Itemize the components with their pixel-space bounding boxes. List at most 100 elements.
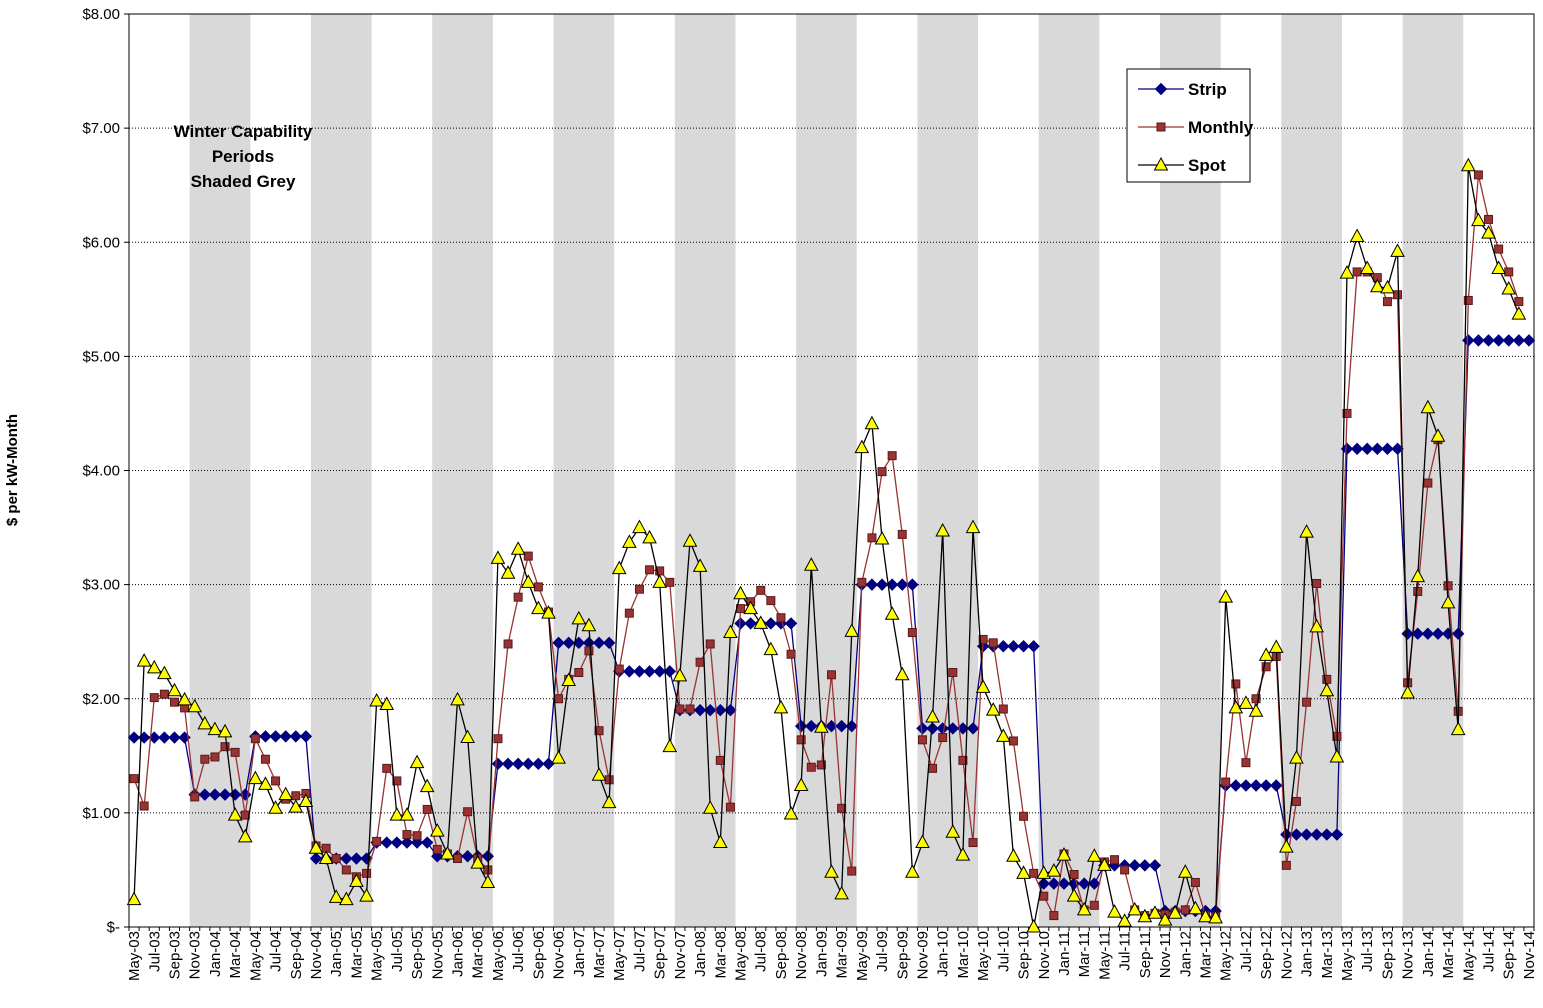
point-spot bbox=[1076, 901, 1092, 916]
point-monthly bbox=[958, 755, 968, 765]
point-monthly bbox=[169, 697, 179, 707]
series-lines bbox=[126, 157, 1536, 933]
point-strip bbox=[653, 665, 666, 678]
point-monthly bbox=[685, 704, 695, 714]
point-strip bbox=[542, 757, 555, 771]
point-monthly bbox=[372, 836, 382, 846]
point-strip bbox=[1239, 779, 1253, 792]
point-spot bbox=[985, 702, 1001, 716]
point-strip bbox=[1047, 877, 1061, 890]
point-spot bbox=[318, 850, 334, 865]
x-tick-label: Nov-07 bbox=[672, 931, 689, 979]
point-monthly bbox=[897, 529, 907, 539]
x-tick-label: Jan-09 bbox=[813, 931, 830, 977]
point-monthly bbox=[1180, 905, 1190, 915]
point-spot bbox=[146, 659, 162, 674]
point-spot bbox=[399, 807, 415, 821]
point-spot bbox=[581, 617, 597, 632]
point-strip bbox=[602, 636, 616, 650]
point-strip bbox=[1451, 627, 1465, 640]
point-spot bbox=[248, 770, 263, 785]
point-monthly bbox=[1423, 478, 1433, 488]
point-strip bbox=[1148, 859, 1162, 872]
point-spot bbox=[834, 885, 849, 900]
point-spot bbox=[1491, 260, 1506, 274]
point-monthly bbox=[230, 747, 240, 757]
x-tick-label: Jan-14 bbox=[1420, 931, 1437, 977]
point-monthly bbox=[129, 774, 139, 784]
point-spot bbox=[1501, 280, 1517, 295]
point-strip bbox=[1259, 779, 1273, 792]
point-strip bbox=[552, 636, 565, 650]
point-strip bbox=[1017, 640, 1030, 653]
point-spot bbox=[1117, 913, 1132, 927]
point-spot bbox=[1188, 900, 1203, 915]
point-spot bbox=[369, 692, 384, 707]
x-tick-label: Sep-04 bbox=[288, 931, 305, 979]
x-tick-label: May-14 bbox=[1460, 931, 1477, 981]
y-tick-label: $4.00 bbox=[82, 463, 120, 480]
point-spot bbox=[298, 793, 314, 807]
point-spot bbox=[682, 533, 698, 547]
point-strip bbox=[623, 665, 636, 678]
x-tick-label: May-09 bbox=[854, 931, 871, 981]
point-spot bbox=[1157, 912, 1173, 926]
x-tick-label: Mar-04 bbox=[227, 931, 244, 979]
x-tick-label: Jul-08 bbox=[753, 931, 770, 972]
x-tick-label: Mar-14 bbox=[1440, 931, 1457, 979]
x-tick-label: Mar-10 bbox=[955, 931, 972, 979]
point-monthly bbox=[806, 762, 816, 772]
point-spot bbox=[338, 891, 354, 906]
legend-markers bbox=[1138, 82, 1184, 171]
point-strip bbox=[1310, 828, 1323, 841]
y-tick-label: $1.00 bbox=[82, 805, 120, 822]
x-tick-label: Nov-09 bbox=[914, 931, 931, 979]
point-spot bbox=[1268, 639, 1284, 653]
point-spot bbox=[975, 679, 991, 693]
point-spot bbox=[743, 600, 758, 615]
point-monthly bbox=[200, 754, 210, 764]
point-spot bbox=[1147, 905, 1163, 919]
x-tick-label: Jan-10 bbox=[935, 931, 952, 977]
point-spot bbox=[1016, 865, 1031, 879]
point-strip bbox=[390, 836, 404, 849]
shade-period-1 bbox=[310, 14, 372, 927]
point-monthly bbox=[917, 735, 927, 745]
point-monthly bbox=[1473, 170, 1483, 180]
point-monthly bbox=[463, 807, 473, 817]
legend-marker-spot bbox=[1153, 156, 1169, 171]
point-spot bbox=[632, 519, 647, 534]
point-monthly bbox=[1120, 865, 1130, 875]
point-monthly bbox=[513, 592, 523, 602]
point-spot bbox=[824, 864, 839, 878]
point-spot bbox=[1127, 901, 1143, 916]
x-tick-label: Nov-10 bbox=[1036, 931, 1053, 979]
x-tick-label: Sep-05 bbox=[409, 931, 426, 979]
point-monthly bbox=[715, 755, 725, 765]
point-monthly bbox=[948, 668, 958, 678]
x-tick-label: Sep-14 bbox=[1501, 931, 1518, 979]
point-strip bbox=[1462, 334, 1475, 347]
point-strip bbox=[350, 852, 363, 865]
point-spot bbox=[793, 777, 809, 791]
point-spot bbox=[1309, 618, 1325, 633]
point-spot bbox=[500, 565, 516, 579]
x-tick-label: Jan-13 bbox=[1299, 931, 1316, 977]
point-monthly bbox=[139, 801, 149, 811]
point-spot bbox=[359, 888, 374, 902]
point-strip bbox=[1401, 627, 1414, 640]
point-monthly bbox=[998, 704, 1008, 714]
point-monthly bbox=[604, 775, 614, 785]
y-tick-label: $7.00 bbox=[82, 120, 120, 137]
point-strip bbox=[1361, 442, 1374, 456]
x-tick-label: Nov-05 bbox=[429, 931, 446, 979]
point-spot bbox=[1056, 847, 1072, 861]
point-strip bbox=[926, 722, 939, 735]
legend-marker-monthly bbox=[1156, 122, 1166, 132]
point-monthly bbox=[453, 854, 463, 864]
point-monthly bbox=[382, 763, 392, 773]
point-monthly bbox=[1281, 860, 1291, 870]
point-monthly bbox=[1463, 295, 1473, 305]
point-strip bbox=[360, 852, 373, 865]
